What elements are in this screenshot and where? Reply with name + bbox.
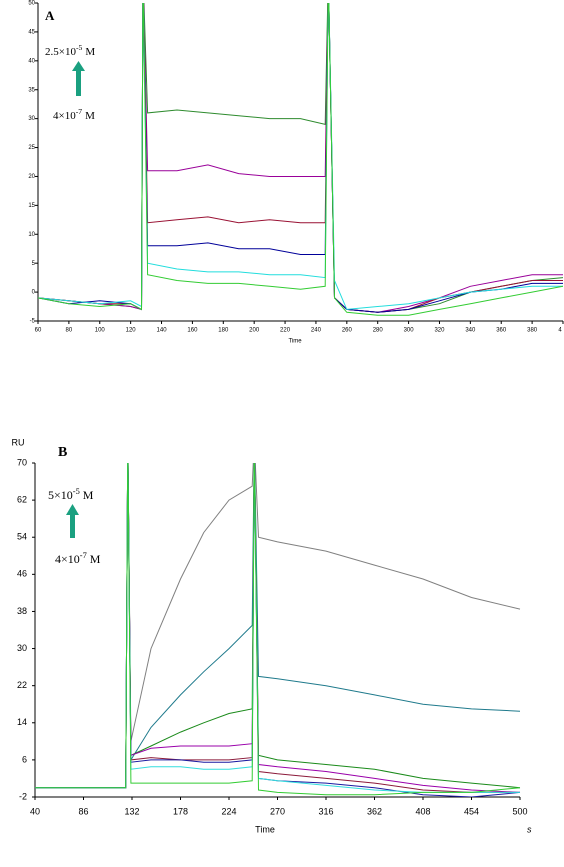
sensorgram-line xyxy=(35,463,520,793)
unit: M xyxy=(83,488,94,502)
mantissa: 4×10 xyxy=(55,552,80,566)
mantissa: 5×10 xyxy=(48,488,73,502)
y-tick-label: 15 xyxy=(28,203,35,209)
arrow-a xyxy=(72,61,85,96)
sensorgram-line xyxy=(38,3,563,313)
unit: M xyxy=(85,110,95,122)
unit: M xyxy=(90,552,101,566)
y-tick-label: 50 xyxy=(28,1,35,7)
y-tick-label: 46 xyxy=(17,569,27,579)
y-tick-label: 0 xyxy=(32,290,36,296)
x-tick-label: 80 xyxy=(66,328,73,334)
x-tick-label: 132 xyxy=(124,806,139,816)
arrow-b xyxy=(66,504,79,538)
y-tick-label: 30 xyxy=(28,116,35,122)
sensorgram-line xyxy=(38,3,563,310)
exponent: -7 xyxy=(80,551,87,560)
y-tick-label: 6 xyxy=(22,754,27,764)
x-tick-label: 200 xyxy=(249,328,260,334)
series-group xyxy=(35,463,521,797)
sensorgram-line xyxy=(35,463,521,793)
x-axis-label: Time xyxy=(255,824,275,834)
x-unit: s xyxy=(527,824,532,834)
y-tick-label: 25 xyxy=(28,145,35,151)
concentration-label: 2.5×10-5 M xyxy=(45,43,95,58)
x-tick-label: 86 xyxy=(78,806,88,816)
y-tick-label: 10 xyxy=(28,232,35,238)
y-tick-label: 14 xyxy=(17,717,27,727)
x-tick-label: 140 xyxy=(157,328,168,334)
x-tick-label: 320 xyxy=(434,328,445,334)
sensorgram-line xyxy=(38,3,563,313)
y-tick-label: 5 xyxy=(32,261,36,267)
y-tick-label: 30 xyxy=(17,643,27,653)
panel-label: B xyxy=(58,445,67,460)
series-group xyxy=(38,3,564,316)
sensorgram-line xyxy=(35,463,521,797)
y-axis-label: RU xyxy=(12,437,25,447)
x-tick-label: 454 xyxy=(464,806,479,816)
x-tick-label: 300 xyxy=(404,328,415,334)
x-axis-label: Time xyxy=(288,339,302,345)
x-tick-label: 260 xyxy=(342,328,353,334)
y-tick-label: 35 xyxy=(28,87,35,93)
y-tick-label: -5 xyxy=(30,319,36,325)
sensorgram-line xyxy=(38,3,564,316)
x-tick-label: 160 xyxy=(187,328,198,334)
sensorgram-line xyxy=(35,463,521,796)
y-tick-label: 54 xyxy=(17,532,27,542)
sensorgram-line xyxy=(35,463,520,793)
concentration-label: 5×10-5 M xyxy=(48,487,94,502)
y-tick-label: 22 xyxy=(17,680,27,690)
x-tick-label: 178 xyxy=(173,806,188,816)
exponent: -5 xyxy=(73,487,80,496)
x-tick-label: 280 xyxy=(373,328,384,334)
x-tick-label: 100 xyxy=(95,328,106,334)
x-tick-label: 500 xyxy=(512,806,527,816)
x-tick-label: 120 xyxy=(126,328,137,334)
concentration-label: 4×10-7 M xyxy=(53,107,95,122)
y-tick-label: 62 xyxy=(17,494,27,504)
sensorgram-line xyxy=(38,3,563,313)
sensorgram-line xyxy=(35,463,521,789)
sensorgram-line xyxy=(38,3,564,313)
x-tick-label: 180 xyxy=(218,328,229,334)
y-tick-label: 70 xyxy=(17,457,27,467)
x-tick-label: 380 xyxy=(527,328,538,334)
y-tick-label: 45 xyxy=(28,29,35,35)
sensorgram-line xyxy=(35,463,521,789)
exponent: -5 xyxy=(76,43,83,52)
x-tick-label: 362 xyxy=(367,806,382,816)
y-tick-label: 20 xyxy=(28,174,35,180)
sensorgram-line xyxy=(35,463,521,789)
x-tick-label: 340 xyxy=(465,328,476,334)
x-tick-label: 4 xyxy=(558,328,562,334)
panel-label: A xyxy=(45,8,55,23)
x-tick-label: 240 xyxy=(311,328,322,334)
unit: M xyxy=(85,46,95,58)
concentration-label: 4×10-7 M xyxy=(55,551,101,566)
x-tick-label: 316 xyxy=(318,806,333,816)
x-tick-label: 40 xyxy=(30,806,40,816)
x-tick-label: 408 xyxy=(415,806,430,816)
x-tick-label: 220 xyxy=(280,328,291,334)
x-tick-label: 224 xyxy=(221,806,236,816)
exponent: -7 xyxy=(76,107,83,116)
mantissa: 4×10 xyxy=(53,110,76,122)
mantissa: 2.5×10 xyxy=(45,46,76,58)
y-tick-label: 40 xyxy=(28,58,35,64)
y-tick-label: -2 xyxy=(19,791,27,801)
x-tick-label: 270 xyxy=(270,806,285,816)
x-tick-label: 60 xyxy=(35,328,42,334)
x-tick-label: 360 xyxy=(496,328,507,334)
y-tick-label: 38 xyxy=(17,606,27,616)
